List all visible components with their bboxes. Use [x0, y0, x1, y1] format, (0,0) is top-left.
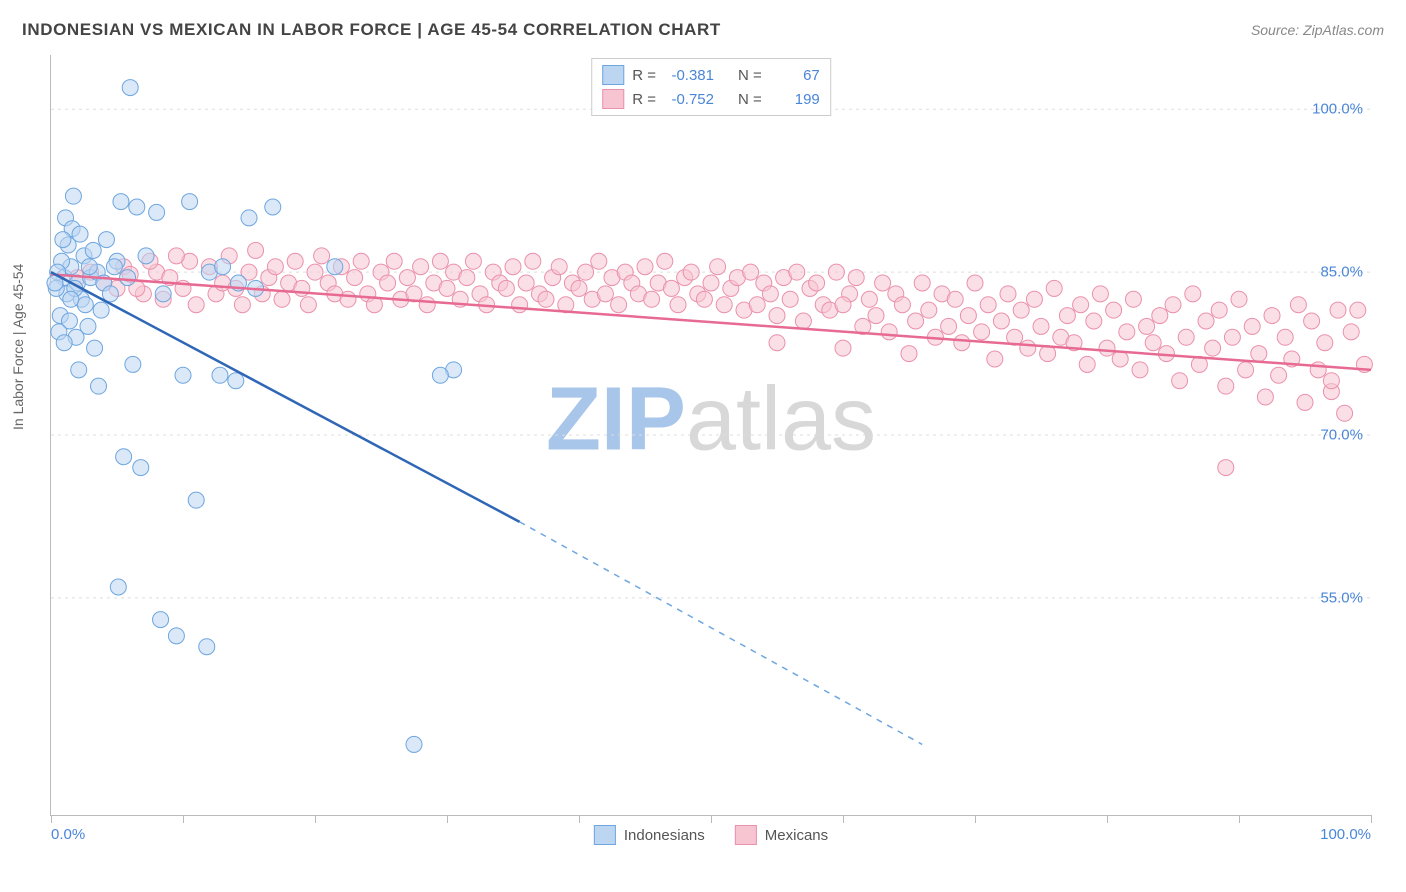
r-value-mexicans: -0.752 — [664, 91, 714, 108]
chart-area: ZIPatlas R = -0.381 N = 67 R = -0.752 N … — [50, 55, 1371, 816]
n-value-indonesians: 67 — [770, 67, 820, 84]
title-bar: INDONESIAN VS MEXICAN IN LABOR FORCE | A… — [22, 20, 1384, 40]
r-label: R = — [632, 67, 656, 84]
ytick-label: 55.0% — [1320, 589, 1363, 606]
y-axis-label: In Labor Force | Age 45-54 — [10, 264, 26, 430]
xtick — [1239, 815, 1240, 823]
xtick-label: 100.0% — [1320, 826, 1371, 843]
n-label: N = — [738, 67, 762, 84]
xtick — [711, 815, 712, 823]
swatch-mexicans — [602, 89, 624, 109]
xtick — [843, 815, 844, 823]
legend-label-mexicans: Mexicans — [765, 827, 828, 844]
swatch-mexicans — [735, 825, 757, 845]
xtick-label: 0.0% — [51, 826, 85, 843]
chart-title: INDONESIAN VS MEXICAN IN LABOR FORCE | A… — [22, 20, 721, 40]
legend-item-mexicans: Mexicans — [735, 825, 828, 845]
legend-row-mexicans: R = -0.752 N = 199 — [602, 87, 820, 111]
plot-svg — [51, 55, 1371, 815]
xtick — [1371, 815, 1372, 823]
correlation-legend: R = -0.381 N = 67 R = -0.752 N = 199 — [591, 58, 831, 116]
xtick — [579, 815, 580, 823]
legend-row-indonesians: R = -0.381 N = 67 — [602, 63, 820, 87]
xtick — [51, 815, 52, 823]
ytick-label: 85.0% — [1320, 264, 1363, 281]
xtick — [183, 815, 184, 823]
swatch-indonesians — [602, 65, 624, 85]
swatch-indonesians — [594, 825, 616, 845]
series-legend: Indonesians Mexicans — [594, 825, 828, 845]
xtick — [315, 815, 316, 823]
source-label: Source: ZipAtlas.com — [1251, 22, 1384, 38]
r-label: R = — [632, 91, 656, 108]
n-value-mexicans: 199 — [770, 91, 820, 108]
legend-label-indonesians: Indonesians — [624, 827, 705, 844]
xtick — [975, 815, 976, 823]
ytick-label: 100.0% — [1312, 101, 1363, 118]
ytick-label: 70.0% — [1320, 427, 1363, 444]
xtick — [1107, 815, 1108, 823]
n-label: N = — [738, 91, 762, 108]
xtick — [447, 815, 448, 823]
legend-item-indonesians: Indonesians — [594, 825, 705, 845]
r-value-indonesians: -0.381 — [664, 67, 714, 84]
